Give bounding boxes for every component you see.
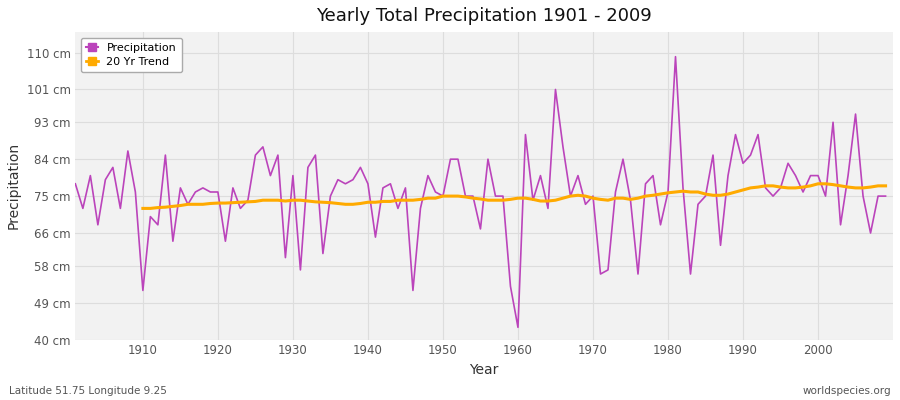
Text: worldspecies.org: worldspecies.org [803,386,891,396]
Legend: Precipitation, 20 Yr Trend: Precipitation, 20 Yr Trend [81,38,182,72]
Y-axis label: Precipitation: Precipitation [7,142,21,230]
Title: Yearly Total Precipitation 1901 - 2009: Yearly Total Precipitation 1901 - 2009 [316,7,652,25]
Text: Latitude 51.75 Longitude 9.25: Latitude 51.75 Longitude 9.25 [9,386,166,396]
X-axis label: Year: Year [470,363,499,377]
